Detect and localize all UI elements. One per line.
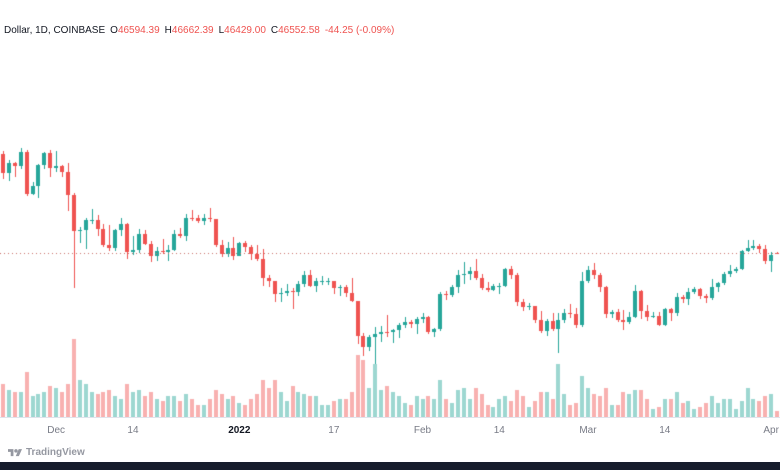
ohlc-close-value: 46552.58 bbox=[278, 25, 320, 36]
tradingview-logo-icon bbox=[8, 448, 22, 456]
candlestick-canvas[interactable] bbox=[0, 0, 780, 417]
time-axis-label-14: 14 bbox=[493, 425, 505, 436]
time-axis-label-17: 17 bbox=[328, 425, 340, 436]
time-axis-label-apr: Apr bbox=[763, 425, 779, 436]
tradingview-logo-text: TradingView bbox=[26, 447, 85, 458]
ohlc-low-value: 46429.00 bbox=[224, 25, 266, 36]
ohlc-low: L46429.00 bbox=[219, 25, 266, 37]
ohlc-open-value: 46594.39 bbox=[117, 25, 160, 36]
ohlc-change-value: -44.25 (-0.09%) bbox=[324, 25, 395, 36]
time-axis[interactable]: Dec 14 2022 17 Feb 14 Mar 14 Apr bbox=[0, 417, 780, 443]
ohlc-low-label: L bbox=[218, 25, 225, 36]
bottom-bar bbox=[0, 462, 780, 470]
symbol-title[interactable]: Dollar, 1D, COINBASE bbox=[4, 25, 106, 36]
ohlc-close-label: C bbox=[270, 25, 279, 36]
ohlc-high-label: H bbox=[164, 25, 172, 36]
ohlc-open-label: O bbox=[110, 25, 118, 36]
ohlc-close: C46552.58 bbox=[271, 25, 320, 37]
time-axis-label-2022: 2022 bbox=[228, 425, 251, 436]
symbol-legend: Dollar, 1D, COINBASE O46594.39 H46662.39… bbox=[4, 25, 394, 37]
time-axis-label-feb: Feb bbox=[413, 425, 432, 436]
time-axis-label-14: 14 bbox=[127, 425, 139, 436]
ohlc-high-value: 46662.39 bbox=[171, 25, 214, 36]
ohlc-open: O46594.39 bbox=[110, 25, 160, 37]
time-axis-label-dec: Dec bbox=[47, 425, 66, 436]
time-axis-label-mar: Mar bbox=[579, 425, 597, 436]
ohlc-high: H46662.39 bbox=[165, 25, 214, 37]
tradingview-watermark[interactable]: TradingView bbox=[8, 445, 85, 460]
time-axis-label-14: 14 bbox=[659, 425, 671, 436]
